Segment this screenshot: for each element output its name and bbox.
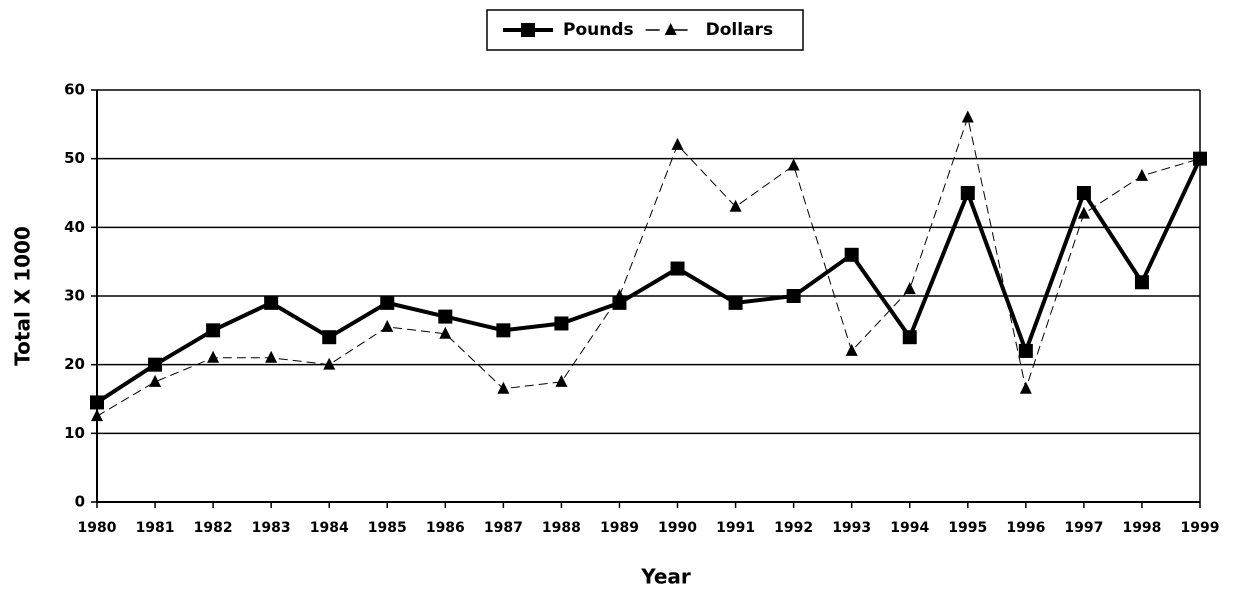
y-tick-label: 40 (64, 218, 85, 236)
data-point (845, 343, 858, 356)
data-point (1077, 206, 1090, 219)
data-point (903, 282, 916, 295)
x-tick-label: 1980 (78, 520, 117, 536)
legend-marker (521, 23, 535, 37)
x-tick-label: 1986 (426, 520, 465, 536)
series-line (96, 116, 1201, 417)
legend-label: Pounds (563, 20, 634, 40)
x-tick-label: 1984 (310, 520, 349, 536)
data-point (264, 295, 279, 310)
x-tick-label: 1996 (1006, 520, 1045, 536)
data-point (1019, 381, 1032, 394)
data-point (265, 350, 278, 363)
data-point (844, 247, 859, 262)
data-point (206, 323, 221, 338)
data-point (902, 330, 917, 345)
data-point (380, 295, 395, 310)
data-point (1018, 343, 1033, 358)
data-point (149, 374, 162, 387)
data-point (786, 289, 801, 303)
x-tick-label: 1995 (948, 520, 987, 536)
data-point (497, 381, 510, 394)
series-line (95, 157, 1202, 405)
x-tick-label: 1981 (136, 520, 175, 536)
data-point (148, 357, 163, 372)
data-point (554, 316, 569, 331)
x-tick-label: 1989 (600, 520, 639, 536)
data-point (90, 395, 104, 410)
data-point (1194, 151, 1206, 164)
x-tick-label: 1988 (542, 520, 581, 536)
data-point (1135, 168, 1148, 181)
x-tick-label: 1999 (1181, 520, 1220, 536)
legend-label: Dollars (706, 20, 773, 40)
data-point (323, 357, 336, 370)
data-point (496, 323, 511, 338)
x-axis-label: Year (640, 565, 691, 589)
x-tick-label: 1987 (484, 520, 523, 536)
data-point (787, 158, 800, 171)
x-tick-label: 1997 (1064, 520, 1103, 536)
x-tick-label: 1990 (658, 520, 697, 536)
y-tick-label: 50 (64, 149, 85, 167)
y-tick-label: 0 (75, 493, 85, 511)
data-point (381, 319, 394, 332)
x-tick-label: 1993 (832, 520, 871, 536)
x-tick-label: 1985 (368, 520, 407, 536)
data-point (1076, 186, 1091, 200)
x-tick-label: 1982 (194, 520, 233, 536)
data-point (439, 326, 452, 339)
y-tick-label: 30 (64, 287, 85, 305)
data-point (960, 186, 975, 200)
data-point (1134, 275, 1149, 290)
x-tick-label: 1992 (774, 520, 813, 536)
x-tick-label: 1983 (252, 520, 291, 536)
y-axis-label: Total X 1000 (11, 226, 35, 366)
y-tick-label: 60 (64, 81, 85, 99)
data-point (729, 199, 742, 212)
data-point (670, 261, 685, 276)
data-point (728, 295, 743, 310)
x-tick-label: 1994 (890, 520, 929, 536)
data-point (961, 110, 974, 123)
data-point (438, 309, 453, 324)
x-tick-label: 1991 (716, 520, 755, 536)
data-point (613, 289, 626, 301)
data-point (91, 409, 103, 422)
legend-marker (664, 23, 677, 35)
data-point (671, 137, 684, 150)
data-point (555, 374, 568, 387)
data-point (322, 330, 337, 345)
data-point (207, 350, 220, 363)
y-tick-label: 10 (64, 424, 85, 442)
x-tick-label: 1998 (1122, 520, 1161, 536)
y-tick-label: 20 (64, 355, 85, 373)
